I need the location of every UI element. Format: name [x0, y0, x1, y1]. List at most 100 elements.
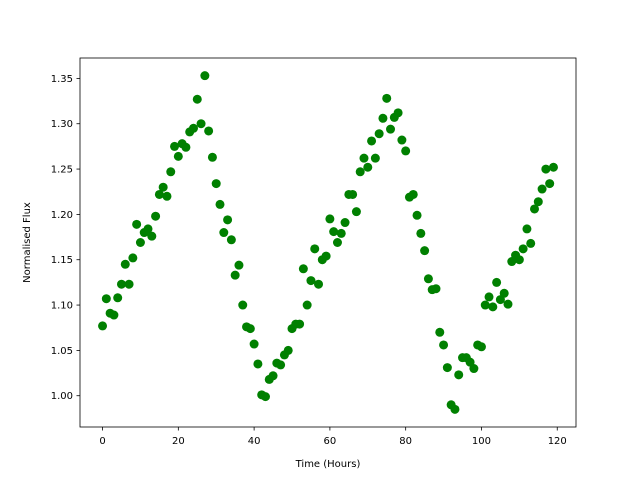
point: [306, 276, 316, 286]
point: [488, 302, 498, 312]
point: [530, 204, 540, 214]
point: [230, 270, 240, 280]
point: [120, 259, 130, 269]
point: [283, 345, 293, 355]
point: [492, 277, 502, 287]
point: [188, 123, 198, 133]
y-tick-label: 1.35: [51, 74, 73, 85]
point: [321, 251, 331, 261]
point: [393, 108, 403, 118]
point: [408, 189, 418, 199]
point: [151, 211, 161, 221]
point: [219, 228, 229, 238]
point: [192, 94, 202, 104]
point: [348, 189, 358, 199]
point: [541, 164, 551, 174]
point: [480, 300, 490, 310]
y-tick-label: 1.30: [51, 119, 73, 130]
point: [397, 135, 407, 145]
point: [351, 207, 361, 217]
point: [207, 152, 217, 162]
point: [416, 228, 426, 238]
point: [98, 321, 108, 331]
point: [204, 126, 214, 136]
point: [439, 340, 449, 350]
point: [116, 279, 126, 289]
point: [101, 294, 111, 304]
point: [332, 238, 342, 247]
point: [484, 292, 494, 302]
x-tick-label: 80: [399, 436, 412, 447]
point: [450, 404, 460, 414]
x-tick-label: 0: [99, 436, 105, 447]
x-tick-label: 60: [324, 436, 337, 447]
point: [128, 253, 138, 263]
point: [401, 146, 411, 156]
point: [503, 299, 513, 309]
x-tick-label: 120: [548, 436, 567, 447]
y-axis-label: Normalised Flux: [22, 202, 33, 283]
point: [469, 364, 479, 374]
point: [548, 162, 558, 172]
point: [329, 227, 339, 237]
point: [162, 191, 172, 201]
point: [154, 189, 164, 199]
point: [147, 231, 157, 241]
point: [276, 360, 286, 370]
point: [310, 244, 320, 254]
point: [253, 359, 263, 369]
point: [363, 162, 373, 172]
point: [143, 224, 153, 234]
point: [173, 151, 183, 161]
point: [109, 310, 119, 320]
point: [431, 284, 441, 294]
point: [370, 153, 380, 163]
point: [367, 136, 377, 146]
point: [314, 279, 324, 289]
x-tick-label: 100: [472, 436, 491, 447]
point: [211, 179, 221, 189]
point: [135, 238, 145, 247]
point: [454, 370, 464, 380]
point: [325, 214, 335, 224]
y-tick-label: 1.25: [51, 165, 73, 176]
point: [537, 184, 547, 194]
point: [340, 218, 350, 228]
point: [545, 179, 555, 189]
point: [386, 124, 396, 134]
point: [533, 197, 543, 207]
point: [166, 167, 176, 177]
point: [302, 300, 312, 310]
point: [420, 246, 430, 256]
point: [170, 141, 180, 151]
point: [514, 255, 524, 265]
x-tick-label: 40: [248, 436, 261, 447]
point: [526, 238, 536, 248]
point: [382, 93, 392, 103]
x-axis-label: Time (Hours): [295, 459, 361, 470]
point: [260, 392, 270, 402]
point: [412, 210, 422, 220]
point: [234, 260, 244, 270]
y-tick-label: 1.20: [51, 210, 73, 221]
point: [181, 142, 191, 152]
point: [215, 199, 225, 209]
point: [435, 327, 445, 337]
point: [476, 342, 486, 352]
point: [238, 300, 248, 310]
point: [223, 215, 233, 225]
point: [499, 288, 509, 298]
point: [442, 363, 452, 373]
y-tick-label: 1.15: [51, 255, 73, 266]
y-tick-label: 1.05: [51, 346, 73, 357]
point: [295, 319, 305, 329]
point: [196, 119, 206, 129]
point: [423, 274, 433, 284]
point: [336, 228, 346, 238]
point: [226, 235, 236, 245]
point: [268, 371, 278, 381]
point: [518, 244, 528, 254]
point: [124, 279, 134, 289]
point: [245, 324, 255, 334]
